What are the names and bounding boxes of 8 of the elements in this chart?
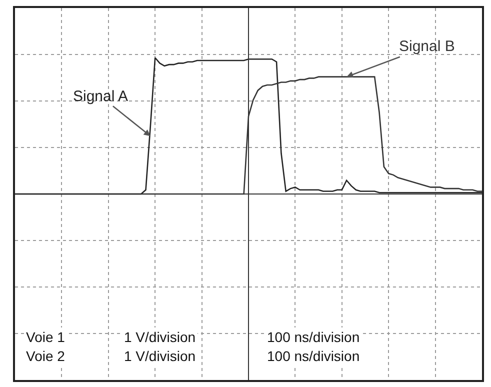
text: 100 ns/division — [267, 348, 360, 364]
text: 1 V/division — [124, 329, 196, 345]
text: 1 V/division — [124, 348, 196, 364]
text: Signal B — [399, 38, 455, 55]
text: 100 ns/division — [267, 329, 360, 345]
series-label: Signal A — [73, 88, 128, 105]
text: Voie 1 — [26, 329, 66, 345]
text: Voie 2 — [26, 348, 66, 364]
